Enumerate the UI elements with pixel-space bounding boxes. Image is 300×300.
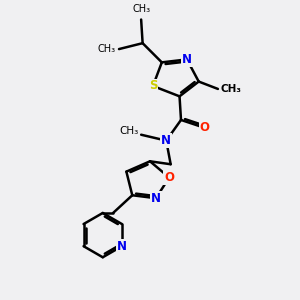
Text: CH₃: CH₃ bbox=[119, 126, 139, 136]
Text: N: N bbox=[182, 53, 192, 66]
Text: N: N bbox=[117, 240, 127, 253]
Text: CH₃: CH₃ bbox=[98, 44, 116, 54]
Text: N: N bbox=[161, 134, 171, 147]
Text: CH₃: CH₃ bbox=[220, 84, 241, 94]
Text: N: N bbox=[151, 192, 161, 205]
Text: CH₃: CH₃ bbox=[132, 4, 150, 14]
Text: O: O bbox=[164, 171, 174, 184]
Text: O: O bbox=[200, 121, 210, 134]
Text: S: S bbox=[149, 80, 157, 92]
